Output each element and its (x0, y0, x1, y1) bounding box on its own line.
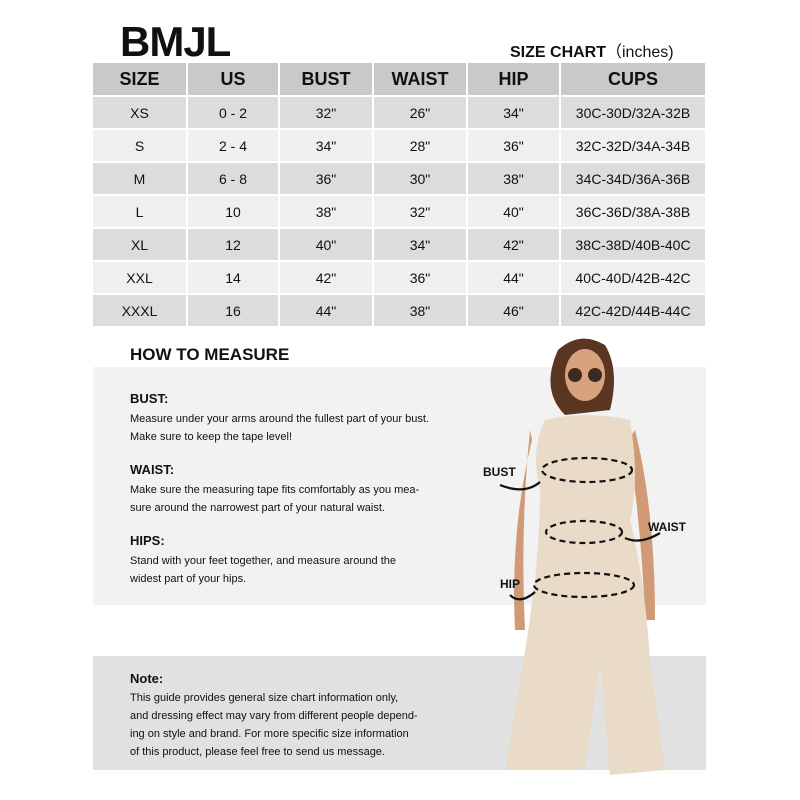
table-cell: 10 (187, 195, 280, 229)
table-cell: 32C-32D/34A-34B (560, 129, 707, 163)
bust-heading: BUST: (130, 391, 169, 406)
table-cell: 30C-30D/32A-32B (560, 96, 707, 130)
bust-instructions: BUST: Measure under your arms around the… (130, 390, 429, 446)
hips-heading: HIPS: (130, 533, 165, 548)
table-row: XL 12 40" 34" 42" 38C-38D/40B-40C (93, 228, 707, 262)
table-cell: 34" (373, 228, 468, 262)
table-cell: 42" (279, 261, 374, 295)
table-cell: 34" (467, 96, 561, 130)
table-cell: 36" (373, 261, 468, 295)
table-cell: 38" (373, 294, 468, 328)
text-line: Make sure the measuring tape fits comfor… (130, 484, 420, 496)
size-table: SIZE US BUST WAIST HIP CUPS XS 0 - 2 32" 26… (93, 63, 707, 328)
table-cell: 34C-34D/36A-36B (560, 162, 707, 196)
text-line: sure around the narrowest part of your n… (130, 502, 385, 514)
table-cell: 38" (279, 195, 374, 229)
table-cell: L (93, 195, 188, 229)
chart-title-unit: （inches) (606, 44, 674, 61)
table-cell: 38C-38D/40B-40C (560, 228, 707, 262)
sunglasses-icon (568, 368, 582, 382)
table-cell: XXXL (93, 294, 188, 328)
text-line: widest part of your hips. (130, 573, 247, 585)
text-line: Measure under your arms around the fulle… (130, 413, 429, 425)
text-line: ing on style and brand. For more specifi… (130, 728, 409, 740)
table-cell: 44" (467, 261, 561, 295)
waist-instructions: WAIST: Make sure the measuring tape fits… (130, 461, 419, 517)
chart-title: SIZE CHART（inches) (510, 38, 674, 62)
note-heading: Note: (130, 671, 164, 686)
table-header-row: SIZE US BUST WAIST HIP CUPS (93, 63, 707, 97)
table-cell: 14 (187, 261, 280, 295)
table-row: XXL 14 42" 36" 44" 40C-40D/42B-42C (93, 261, 707, 295)
table-cell: 12 (187, 228, 280, 262)
table-cell: 46" (467, 294, 561, 328)
figure-label-waist: WAIST (648, 520, 686, 534)
measure-lines (499, 456, 661, 601)
table-cell: 16 (187, 294, 280, 328)
text-line: Make sure to keep the tape level! (130, 431, 293, 443)
hips-instructions: HIPS: Stand with your feet together, and… (130, 532, 396, 588)
hip-tape (532, 571, 636, 599)
table-cell: M (93, 162, 188, 196)
face (565, 349, 605, 401)
figure-label-bust: BUST (483, 465, 516, 479)
table-cell: 44" (279, 294, 374, 328)
table-cell: 40" (279, 228, 374, 262)
waist-tape (544, 519, 624, 545)
text-line: Stand with your feet together, and measu… (130, 555, 397, 567)
table-cell: 6 - 8 (187, 162, 280, 196)
text-line: and dressing effect may vary from differ… (130, 710, 418, 722)
note: Note: This guide provides general size c… (130, 670, 430, 761)
brand-logo: BMJL (120, 18, 231, 65)
table-cell: 26" (373, 96, 468, 130)
col-bust: BUST (279, 63, 374, 97)
table-cell: 32" (373, 195, 468, 229)
dress (505, 415, 665, 775)
arms (514, 430, 655, 630)
figure-label-hip: HIP (500, 577, 521, 591)
table-cell: 40" (467, 195, 561, 229)
text-line: of this product, please feel free to sen… (130, 746, 385, 758)
bust-tape (540, 456, 634, 484)
table-row: L 10 38" 32" 40" 36C-36D/38A-38B (93, 195, 707, 229)
table-cell: 34" (279, 129, 374, 163)
table-cell: 36" (279, 162, 374, 196)
table-row: XS 0 - 2 32" 26" 34" 30C-30D/32A-32B (93, 96, 707, 130)
table-cell: 0 - 2 (187, 96, 280, 130)
table-cell: XL (93, 228, 188, 262)
table-cell: 40C-40D/42B-42C (560, 261, 707, 295)
table-cell: 42" (467, 228, 561, 262)
text-line: This guide provides general size chart i… (130, 692, 399, 704)
hip-arrow-icon (509, 591, 536, 601)
table-cell: S (93, 129, 188, 163)
table-cell: 32" (279, 96, 374, 130)
col-us: US (187, 63, 280, 97)
how-to-measure-title: HOW TO MEASURE (130, 345, 290, 364)
sunglasses-lens (588, 368, 602, 382)
col-size: SIZE (93, 63, 188, 97)
table-cell: 42C-42D/44B-44C (560, 294, 707, 328)
table-cell: XS (93, 96, 188, 130)
table-row: XXXL 16 44" 38" 46" 42C-42D/44B-44C (93, 294, 707, 328)
table-cell: 36C-36D/38A-38B (560, 195, 707, 229)
table-cell: XXL (93, 261, 188, 295)
chart-title-main: SIZE CHART (510, 44, 606, 61)
table-cell: 36" (467, 129, 561, 163)
waist-heading: WAIST: (130, 462, 175, 477)
col-waist: WAIST (373, 63, 468, 97)
table-cell: 2 - 4 (187, 129, 280, 163)
bust-arrow-icon (499, 481, 541, 491)
col-cups: CUPS (560, 63, 707, 97)
model-figure (499, 338, 665, 775)
waist-arrow-icon (624, 532, 661, 542)
table-cell: 38" (467, 162, 561, 196)
table-cell: 28" (373, 129, 468, 163)
col-hip: HIP (467, 63, 561, 97)
table-cell: 30" (373, 162, 468, 196)
